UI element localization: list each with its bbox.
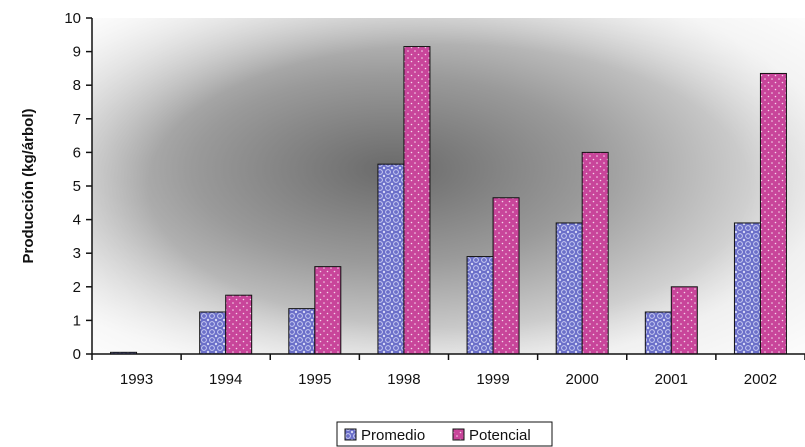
y-tick-label-2: 2: [73, 279, 81, 296]
bar-potencial-2001: [670, 286, 698, 355]
y-tick-label-3: 3: [73, 245, 81, 262]
bar-promedio-1999: [466, 256, 494, 355]
y-tick-label-6: 6: [73, 144, 81, 161]
y-tick-label-8: 8: [73, 77, 81, 94]
bar-potencial-1999: [492, 197, 520, 355]
x-tick-label-1999: 1999: [476, 371, 509, 388]
legend-box: [336, 421, 553, 447]
x-tick-label-2002: 2002: [744, 371, 777, 388]
bar-potencial-1994: [225, 294, 253, 355]
legend-swatch-potencial: [452, 428, 465, 441]
bar-potencial-2002: [759, 72, 787, 355]
bars-layer: [110, 46, 787, 355]
plot-background-fade: [92, 18, 805, 354]
bar-promedio-2001: [644, 311, 672, 355]
bar-promedio-1995: [288, 308, 316, 355]
bar-potencial-2000: [581, 151, 609, 355]
y-tick-label-4: 4: [73, 212, 81, 229]
bar-promedio-2002: [733, 222, 761, 355]
x-tick-label-2001: 2001: [655, 371, 688, 388]
y-tick-label-7: 7: [73, 111, 81, 128]
x-tick-label-1994: 1994: [209, 371, 242, 388]
x-tick-label-1995: 1995: [298, 371, 331, 388]
legend-label-potencial: Potencial: [469, 427, 531, 444]
y-tick-label-1: 1: [73, 312, 81, 329]
x-tick-label-1993: 1993: [120, 371, 153, 388]
bar-promedio-1994: [199, 311, 227, 355]
y-tick-label-5: 5: [73, 178, 81, 195]
bar-potencial-1998: [403, 46, 431, 355]
bar-promedio-2000: [555, 222, 583, 355]
bar-promedio-1998: [377, 163, 405, 355]
x-tick-label-1998: 1998: [387, 371, 420, 388]
y-tick-label-9: 9: [73, 44, 81, 61]
legend-label-promedio: Promedio: [361, 427, 425, 444]
legend: Promedio Potencial: [336, 421, 553, 447]
y-axis-title: Producción (kg/árbol): [20, 108, 37, 263]
bar-potencial-1995: [314, 266, 342, 355]
legend-swatch-promedio: [344, 428, 357, 441]
x-tick-label-2000: 2000: [566, 371, 599, 388]
y-tick-label-10: 10: [64, 10, 81, 27]
y-tick-label-0: 0: [73, 346, 81, 363]
axes-layer: 0 1 2 3 4 5 6 7 8 9 10 1993 1994 1995 1998 1999 2000 2001…: [64, 10, 805, 388]
